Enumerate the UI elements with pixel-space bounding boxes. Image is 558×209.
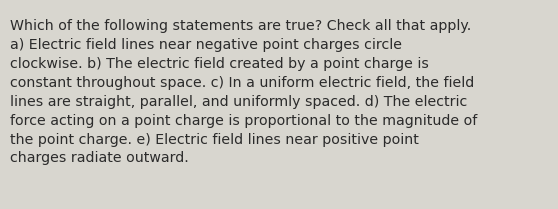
Text: Which of the following statements are true? Check all that apply.
a) Electric fi: Which of the following statements are tr… xyxy=(10,19,477,166)
